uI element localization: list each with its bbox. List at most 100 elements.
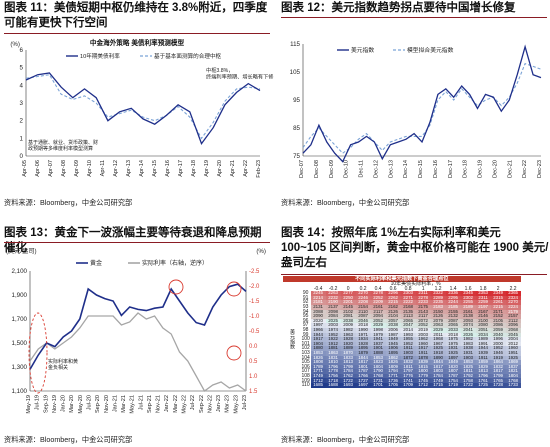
y-tick-label: 1,500: [12, 340, 28, 347]
heatmap-row-header: 108: [301, 372, 310, 379]
heatmap-cell: 2271: [400, 295, 416, 301]
y-axis-label: (%): [10, 41, 20, 48]
x-tick-label: Nov-22: [207, 395, 213, 413]
heatmap-cell: 1733: [505, 383, 521, 388]
heatmap-cell: 1784: [430, 373, 446, 379]
heatmap-cell: 1758: [460, 378, 476, 384]
x-tick-label: May-21: [130, 395, 136, 414]
x-tick-label: Dec-08: [314, 160, 320, 178]
heatmap-cell: 2087: [445, 318, 461, 324]
heatmap-cell: 1869: [505, 360, 521, 365]
heatmap-row-header: 94: [302, 308, 309, 315]
heatmap-cell: 2154: [355, 305, 371, 310]
y-tick-label-right: 0.0: [249, 344, 258, 350]
heatmap-cell: 2259: [475, 300, 491, 305]
heatmap-cell: 2135: [400, 309, 416, 315]
heatmap-cell: 1722: [460, 383, 476, 388]
heatmap-cell: 1825: [460, 364, 476, 370]
x-tick-label: Nov-19: [52, 395, 58, 413]
heatmap-cell: 2168: [400, 305, 416, 310]
annotation-text: 实际利率和黄: [48, 358, 78, 365]
legend-label: 10年期美债利率: [80, 52, 120, 60]
heatmap-col-header: 1.8: [479, 285, 487, 292]
source-13: 资料来源：Bloomberg，中金公司研究部: [4, 435, 133, 444]
heatmap-cell: 1952: [400, 341, 416, 347]
heatmap-cell: 2086: [490, 323, 506, 328]
heatmap-cell: 2145: [340, 305, 356, 310]
heatmap-cell: 1832: [400, 360, 416, 365]
y-tick-label: 0: [20, 153, 24, 160]
x-tick-label: Apr-19: [204, 160, 210, 177]
heatmap-cell: 2025: [325, 318, 341, 324]
heatmap-cell: 1722: [340, 378, 356, 384]
heatmap-cell: 2045: [505, 332, 521, 338]
heatmap-cell: 2051: [475, 328, 491, 333]
heatmap-cell: 1715: [430, 383, 446, 388]
x-tick-label: Apr-21: [230, 160, 236, 177]
heatmap-cell: 2131: [310, 305, 326, 310]
heatmap-cell: 1811: [400, 364, 416, 370]
heatmap-cell: 1928: [355, 341, 371, 347]
heatmap-cell: 1982: [460, 337, 476, 342]
heatmap-cell: 2302: [460, 295, 476, 301]
heatmap-cell: 1952: [490, 346, 506, 351]
heatmap-cell: 1817: [430, 364, 446, 370]
y-tick-label: 1,100: [12, 388, 28, 395]
y-tick-label: 95: [293, 97, 300, 104]
y-tick-label-right: -2.5: [249, 269, 260, 275]
heatmap-cell: 2104: [385, 314, 401, 319]
heatmap-cell: 2038: [385, 323, 401, 328]
heatmap-col-header: 0.4: [374, 285, 382, 292]
heatmap-cell: 2261: [490, 300, 506, 305]
chart-title-13: 图表 13：黄金下一波涨幅主要等待衰退和降息预期催化: [4, 227, 262, 254]
heatmap-cell: 2278: [415, 295, 431, 301]
chart-title-12: 图表 12：美元指数趋势拐点要待中国增长修复: [281, 2, 516, 14]
heatmap-cell: 1821: [505, 369, 521, 374]
heatmap-cell: 1837: [505, 364, 521, 370]
heatmap-cell: 1890: [430, 355, 446, 361]
heatmap-cell: 1991: [475, 341, 491, 347]
title-rule-11: [4, 33, 270, 34]
heatmap-cell: 2020: [310, 318, 326, 324]
y-tick-label-right: 1.5: [249, 389, 258, 395]
heatmap-cell: 2167: [475, 309, 491, 315]
heatmap-cell: 2047: [400, 323, 416, 328]
heatmap-cell: 1685: [310, 383, 326, 388]
heatmap-row-header: 92: [302, 299, 309, 306]
heatmap-cell: 2209: [370, 300, 386, 305]
heatmap-cell: 1807: [445, 369, 461, 374]
heatmap-cell: 1810: [325, 360, 341, 365]
heatmap-cell: 1859: [475, 360, 491, 365]
heatmap-cell: 1813: [475, 369, 491, 374]
x-tick-label: Dec-07: [299, 160, 305, 178]
heatmap-cell: 2222: [400, 300, 416, 305]
heatmap-cell: 1925: [430, 346, 446, 351]
x-tick-label: Mar-23: [225, 395, 231, 413]
heatmap-cell: 1817: [355, 360, 371, 365]
heatmap-cell: 1833: [340, 355, 356, 361]
legend-label: 黄金: [90, 259, 102, 267]
heatmap-cell: 1906: [385, 346, 401, 351]
heatmap-cell: 1709: [400, 383, 416, 388]
heatmap-cell: 2353: [475, 291, 491, 296]
heatmap-cell: 1811: [460, 369, 476, 374]
heatmap-cell: 1796: [325, 364, 341, 370]
x-tick-label: Apr-17: [178, 160, 184, 177]
heatmap-cell: 2068: [505, 328, 521, 333]
x-tick-label: Apr-12: [113, 160, 119, 177]
x-tick-label: Mar-20: [69, 395, 75, 413]
heatmap-cell: 2098: [325, 309, 341, 315]
y-tick-label: 1,300: [12, 364, 28, 371]
x-tick-label: Apr-18: [191, 160, 197, 177]
x-tick-label: Apr-15: [152, 160, 158, 177]
heatmap-cell: 1776: [400, 373, 416, 379]
heatmap-cell: 2110: [355, 309, 371, 315]
heatmap-cell: 1945: [385, 341, 401, 347]
heatmap-ylabel: 美元指数: [289, 329, 296, 350]
series-line-dxy: [302, 44, 542, 163]
heatmap-cell: 2270: [355, 291, 371, 296]
heatmap-col-header: 1.4: [449, 285, 457, 292]
heatmap-cell: 1749: [310, 373, 326, 379]
heatmap-cell: 2215: [490, 305, 506, 310]
heatmap-cell: 1779: [415, 373, 431, 379]
